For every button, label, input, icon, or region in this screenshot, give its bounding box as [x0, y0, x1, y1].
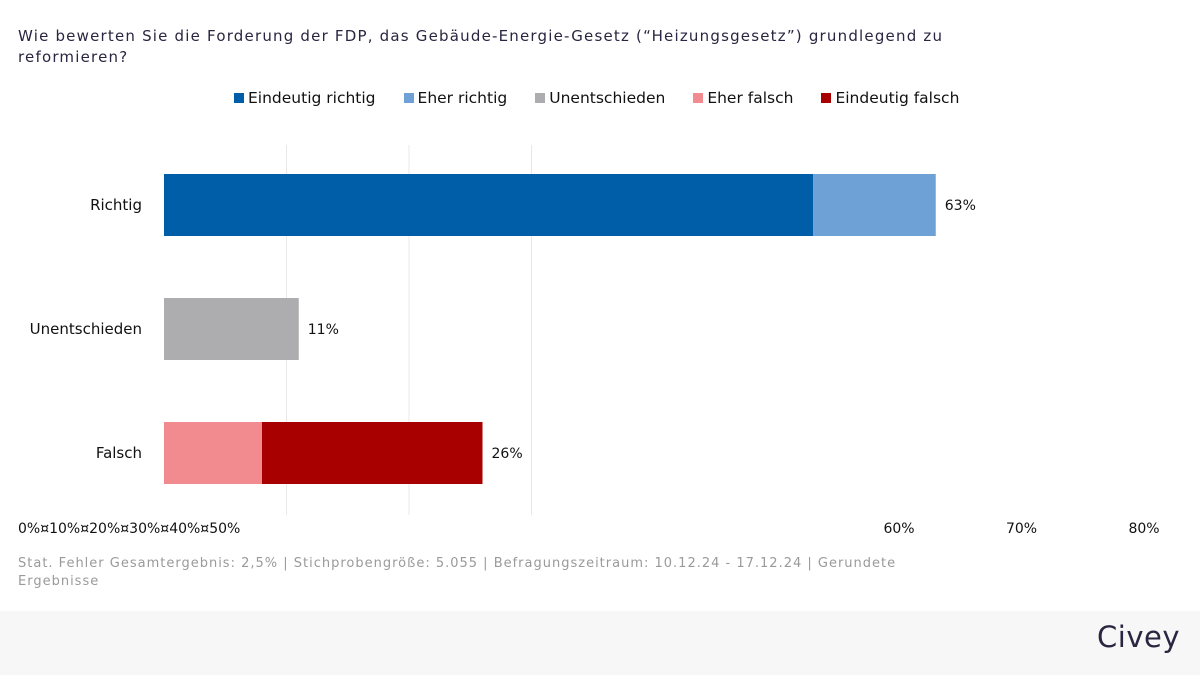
data-label: 26% [492, 446, 523, 462]
legend-label: Eindeutig falsch [835, 89, 960, 107]
bar-segment [164, 174, 814, 236]
legend: Eindeutig richtig Eher richtig Unentschied… [234, 89, 987, 107]
chart-title: Wie bewerten Sie die Forderung der FDP, … [18, 27, 944, 66]
legend-label: Unentschieden [549, 89, 666, 107]
legend-swatch [403, 93, 414, 103]
category-label: Falsch [96, 444, 142, 462]
x-tick-label: 0%¤10%¤20%¤30%¤40%¤50% [18, 521, 240, 537]
legend-swatch [535, 93, 546, 103]
bar-segment [164, 298, 299, 360]
legend-item: Eher richtig [403, 89, 508, 107]
labels: Richtig 63% Unentschieden 11% Falsch 26% 0%¤10… [18, 196, 1160, 537]
footer-note: Stat. Fehler Gesamtergebnis: 2,5% | Stic… [18, 556, 897, 589]
x-tick-label: 70% [1006, 521, 1037, 537]
bar-segment [164, 422, 262, 484]
legend-item: Eindeutig richtig [234, 89, 376, 107]
category-label: Richtig [90, 196, 142, 214]
bar-segment [262, 422, 483, 484]
category-label: Unentschieden [30, 320, 142, 338]
legend-item: Eindeutig falsch [821, 89, 959, 107]
brand-logo: Civey [1097, 620, 1180, 654]
legend-item: Eher falsch [693, 89, 793, 107]
x-tick-label: 80% [1128, 521, 1159, 537]
legend-swatch [821, 93, 832, 103]
legend-swatch [693, 93, 704, 103]
legend-item: Unentschieden [535, 89, 665, 107]
legend-label: Eher richtig [417, 89, 508, 107]
bars [164, 174, 936, 484]
legend-label: Eindeutig richtig [248, 89, 376, 107]
legend-label: Eher falsch [707, 89, 794, 107]
bar-chart: Richtig 63% Unentschieden 11% Falsch 26% 0%¤10… [18, 145, 1160, 537]
x-tick-label: 60% [883, 521, 914, 537]
data-label: 63% [945, 198, 976, 214]
data-label: 11% [308, 322, 339, 338]
bar-segment [813, 174, 936, 236]
legend-swatch [234, 93, 244, 103]
bottom-band [0, 611, 1200, 675]
